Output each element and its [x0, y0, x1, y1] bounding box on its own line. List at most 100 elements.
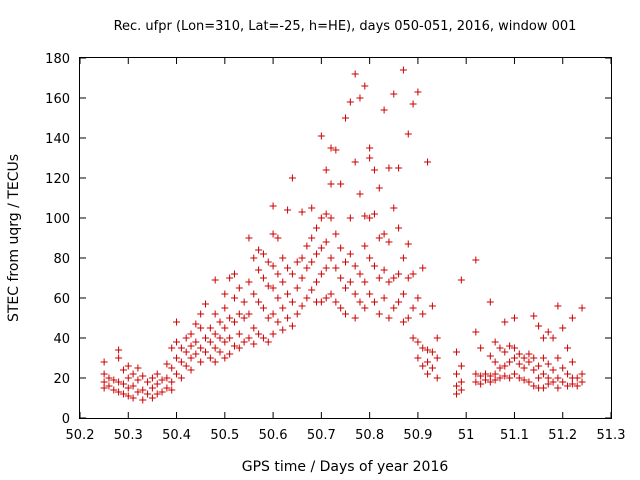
- data-point: [554, 354, 562, 362]
- data-point: [457, 362, 465, 370]
- data-point: [230, 318, 238, 326]
- data-point: [124, 374, 132, 382]
- data-point: [515, 360, 523, 368]
- data-point: [269, 230, 277, 238]
- data-point: [419, 310, 427, 318]
- data-point: [182, 334, 190, 342]
- data-point: [293, 258, 301, 266]
- data-point: [361, 278, 369, 286]
- data-point: [525, 350, 533, 358]
- data-point: [356, 298, 364, 306]
- data-point: [549, 334, 557, 342]
- data-point: [327, 254, 335, 262]
- data-point: [173, 370, 181, 378]
- data-point: [564, 370, 572, 378]
- data-point: [221, 304, 229, 312]
- x-tick-label: 50.9: [403, 428, 432, 443]
- data-point: [313, 224, 321, 232]
- data-point: [501, 348, 509, 356]
- data-point: [559, 378, 567, 386]
- data-point: [206, 354, 214, 362]
- data-point: [346, 278, 354, 286]
- data-point: [506, 358, 514, 366]
- data-point: [510, 370, 518, 378]
- data-point: [472, 370, 480, 378]
- data-point: [351, 314, 359, 322]
- data-point: [351, 262, 359, 270]
- data-point: [424, 346, 432, 354]
- data-point: [390, 204, 398, 212]
- data-point: [404, 130, 412, 138]
- data-point: [303, 294, 311, 302]
- data-point: [298, 254, 306, 262]
- data-point: [496, 364, 504, 372]
- data-point: [337, 274, 345, 282]
- data-point: [414, 338, 422, 346]
- data-point: [177, 374, 185, 382]
- data-point: [525, 378, 533, 386]
- y-tick-label: 40: [53, 332, 70, 347]
- data-point: [404, 240, 412, 248]
- data-point: [226, 274, 234, 282]
- data-point: [399, 66, 407, 74]
- data-point: [322, 210, 330, 218]
- x-tick-label: 50.4: [162, 428, 191, 443]
- data-point: [235, 310, 243, 318]
- data-point: [158, 388, 166, 396]
- data-point: [327, 214, 335, 222]
- x-tick-label: 50.5: [210, 428, 239, 443]
- data-point: [409, 100, 417, 108]
- data-point: [235, 330, 243, 338]
- data-point: [250, 254, 258, 262]
- data-point: [549, 378, 557, 386]
- data-point: [288, 322, 296, 330]
- data-point: [535, 362, 543, 370]
- data-point: [404, 314, 412, 322]
- data-point: [197, 324, 205, 332]
- data-point: [269, 330, 277, 338]
- data-point: [453, 370, 461, 378]
- data-point: [366, 290, 374, 298]
- data-point: [544, 374, 552, 382]
- data-point: [491, 358, 499, 366]
- data-point: [399, 290, 407, 298]
- data-point: [235, 284, 243, 292]
- data-point: [486, 352, 494, 360]
- data-point: [433, 354, 441, 362]
- data-point: [399, 254, 407, 262]
- data-point: [346, 250, 354, 258]
- data-point: [255, 246, 263, 254]
- data-point: [342, 258, 349, 266]
- data-point: [428, 302, 436, 310]
- data-point: [453, 348, 461, 356]
- x-tick-label: 51.3: [597, 428, 626, 443]
- data-point: [342, 284, 349, 292]
- data-point: [303, 242, 311, 250]
- data-point: [129, 382, 137, 390]
- data-point: [544, 360, 552, 368]
- data-point: [264, 338, 272, 346]
- data-point: [288, 298, 296, 306]
- data-point: [148, 384, 156, 392]
- data-point: [433, 334, 441, 342]
- data-point: [564, 344, 572, 352]
- data-point: [530, 354, 538, 362]
- data-point: [100, 378, 108, 386]
- x-tick-label: 50.2: [66, 428, 95, 443]
- data-point: [535, 322, 543, 330]
- data-point: [342, 114, 349, 122]
- data-point: [539, 354, 547, 362]
- data-point: [279, 304, 287, 312]
- data-point: [279, 254, 287, 262]
- data-point: [110, 376, 118, 384]
- data-point: [520, 354, 528, 362]
- data-point: [119, 366, 127, 374]
- y-tick-label: 60: [53, 292, 70, 307]
- data-point: [206, 324, 214, 332]
- data-point: [385, 314, 393, 322]
- data-point: [298, 274, 306, 282]
- data-point: [197, 310, 205, 318]
- data-point: [390, 90, 398, 98]
- data-point: [235, 344, 243, 352]
